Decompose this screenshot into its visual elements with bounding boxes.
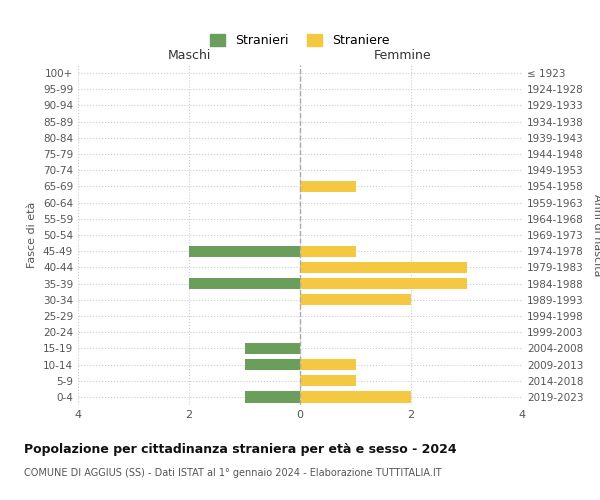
Text: Femmine: Femmine xyxy=(373,48,431,62)
Y-axis label: Anni di nascita: Anni di nascita xyxy=(592,194,600,276)
Legend: Stranieri, Straniere: Stranieri, Straniere xyxy=(206,30,394,51)
Bar xyxy=(300,391,411,402)
Bar xyxy=(300,359,355,370)
Y-axis label: Fasce di età: Fasce di età xyxy=(28,202,37,268)
Bar xyxy=(245,342,300,354)
Bar xyxy=(300,375,355,386)
Text: Popolazione per cittadinanza straniera per età e sesso - 2024: Popolazione per cittadinanza straniera p… xyxy=(24,442,457,456)
Bar xyxy=(300,262,467,273)
Bar xyxy=(300,181,355,192)
Text: COMUNE DI AGGIUS (SS) - Dati ISTAT al 1° gennaio 2024 - Elaborazione TUTTITALIA.: COMUNE DI AGGIUS (SS) - Dati ISTAT al 1°… xyxy=(24,468,442,477)
Bar xyxy=(189,246,300,257)
Bar xyxy=(300,294,411,306)
Bar xyxy=(245,359,300,370)
Bar xyxy=(245,391,300,402)
Text: Maschi: Maschi xyxy=(167,48,211,62)
Bar xyxy=(189,278,300,289)
Bar xyxy=(300,246,355,257)
Bar xyxy=(300,278,467,289)
